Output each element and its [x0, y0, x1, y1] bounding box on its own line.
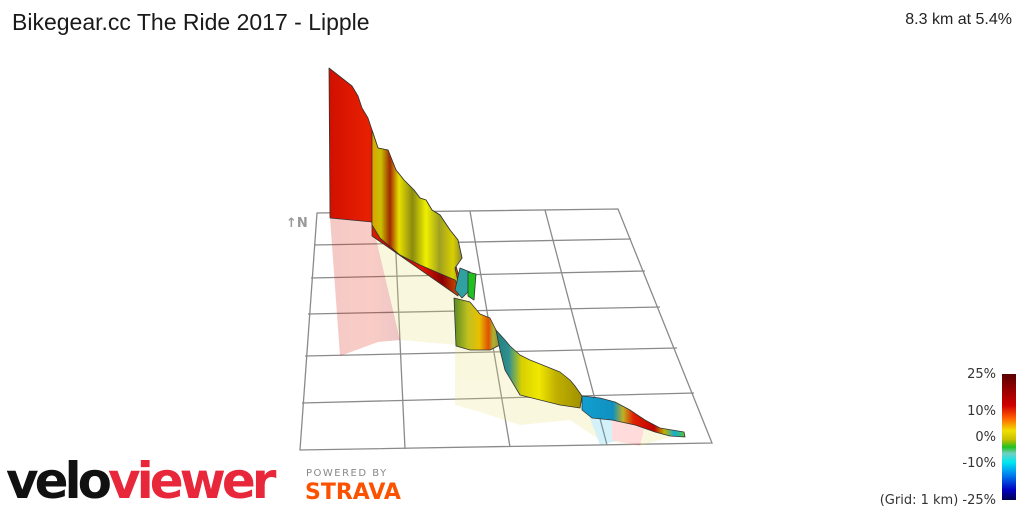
gradient-colorbar [1002, 374, 1016, 500]
legend-label-max: 25% [967, 367, 996, 382]
north-arrow-icon: ↑N [286, 216, 308, 231]
veloviewer-logo[interactable]: veloviewer [6, 456, 276, 506]
legend-label-neg10: -10% [962, 456, 996, 471]
strava-logo[interactable]: STRAVA [305, 480, 401, 505]
legend-label-0: 0% [975, 430, 996, 445]
page-title: Bikegear.cc The Ride 2017 - Lipple [12, 9, 370, 35]
logo-viewer: viewer [108, 452, 276, 510]
legend-label-min-grid: (Grid: 1 km) -25% [879, 493, 996, 508]
elevation-ribbon [328, 67, 686, 438]
logo-velo: velo [6, 452, 112, 510]
legend-label-10: 10% [967, 404, 996, 419]
route-stats: 8.3 km at 5.4% [905, 11, 1012, 28]
gradient-legend: 25% 10% 0% -10% (Grid: 1 km) -25% [854, 366, 1024, 512]
powered-by-label: POWERED BY [306, 468, 388, 479]
